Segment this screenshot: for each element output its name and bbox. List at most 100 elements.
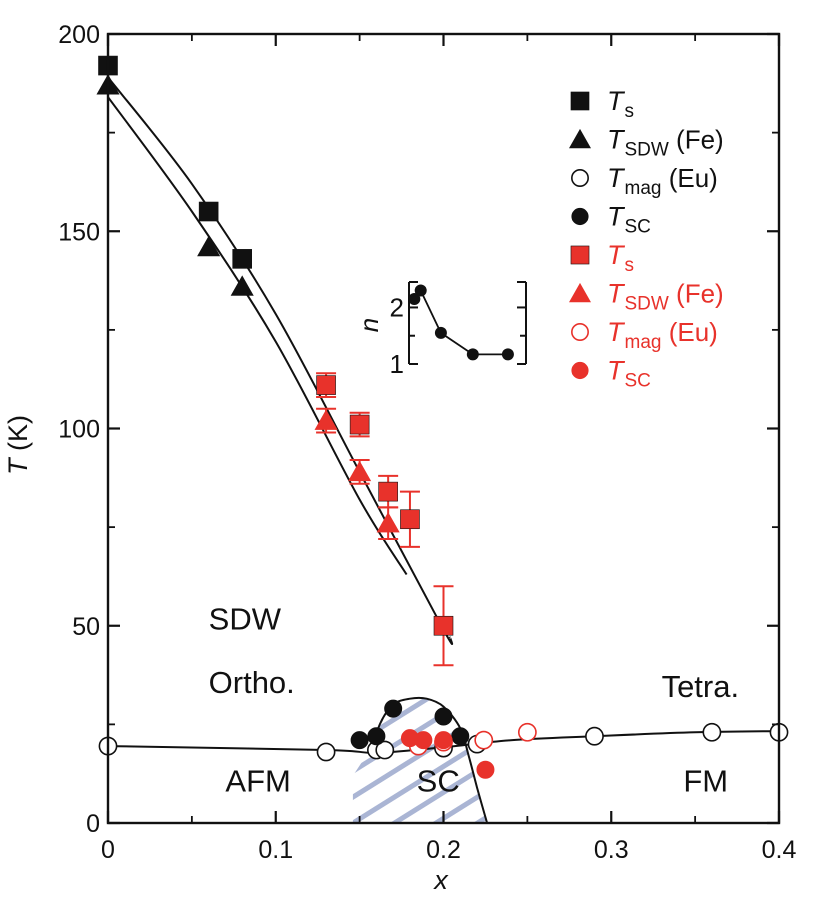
data-point-black-circle-filled-0 (350, 731, 369, 750)
legend-label-sub: SC (625, 371, 651, 392)
legend-entry-red-circle: Tmag (Eu) (571, 317, 718, 353)
data-point-red-triangle-filled-2 (376, 512, 400, 533)
legend-label-suffix: (Fe) (669, 279, 724, 309)
data-point-black-triangle-filled-2 (230, 275, 254, 296)
legend-label-sub: SC (625, 217, 651, 238)
data-point-red-circle-filled-1 (414, 731, 433, 750)
legend-label: TSDW (Fe) (607, 125, 724, 161)
legend-label: TSC (607, 202, 651, 238)
x-tick-label: 0.1 (258, 836, 293, 864)
data-point-red-circle-open-2 (474, 730, 494, 750)
region-label-sdw: SDW (209, 602, 282, 637)
region-label-fm: FM (683, 763, 728, 798)
legend-entry-black-circle: TSC (571, 202, 651, 238)
data-point-red-triangle-filled-1 (348, 460, 372, 482)
legend-label-sub: mag (625, 332, 662, 353)
data-point-black-circle-filled-2 (384, 699, 403, 718)
region-labels-layer: SDW Ortho. Tetra. AFM SC FM (209, 602, 739, 799)
data-point-black-circle-open-3 (375, 740, 395, 760)
legend-label-symbol: T (607, 202, 626, 232)
legend-marker (571, 361, 589, 380)
legend-label: Ts (607, 86, 634, 122)
x-tick-label: 0.3 (594, 836, 629, 864)
data-point-red-square-filled-1 (349, 414, 370, 435)
legend-entry-black-circle: Tmag (Eu) (571, 163, 718, 199)
legend-label-suffix: (Eu) (661, 163, 717, 193)
legend-entry-red-square: Ts (570, 240, 634, 276)
data-point-red-triangle-filled-0 (314, 409, 338, 430)
data-point-black-circle-open-6 (585, 726, 604, 746)
sc-hatched-region (352, 698, 488, 823)
inset-line (413, 288, 508, 356)
TSDW-line (108, 96, 408, 576)
legend-label-symbol: T (607, 356, 626, 386)
y-axis-title: T (K) (3, 415, 33, 475)
y-tick-label: 100 (58, 416, 100, 444)
y-axis-title-symbol: T (3, 456, 33, 475)
data-point-red-square-filled-0 (316, 375, 336, 395)
inset-data-point-2 (434, 326, 447, 339)
data-point-black-circle-filled-4 (451, 727, 470, 746)
legend-label-symbol: T (607, 163, 626, 193)
data-point-black-square-filled-1 (198, 201, 219, 222)
inset-data-point-1 (414, 284, 427, 297)
inset-y-tick-label: 1 (390, 349, 404, 379)
legend-marker (571, 323, 589, 341)
x-axis-title: x (432, 865, 449, 895)
region-label-tetra: Tetra. (662, 669, 740, 704)
data-point-red-circle-filled-3 (476, 760, 495, 779)
legend-entry-red-circle: TSC (571, 356, 651, 392)
x-tick-label: 0.4 (762, 836, 797, 864)
legend-label: Ts (607, 240, 634, 276)
region-label-sc: SC (417, 763, 460, 798)
legend-marker (570, 245, 590, 265)
y-tick-label: 50 (72, 613, 100, 641)
data-point-red-circle-open-3 (517, 722, 537, 742)
legend-label-symbol: T (607, 317, 626, 347)
legend-label: TSC (607, 356, 651, 392)
legend-label: Tmag (Eu) (607, 317, 718, 353)
data-point-black-circle-filled-3 (434, 707, 453, 726)
legend-marker (569, 128, 591, 149)
legend-entry-black-square: Ts (570, 86, 634, 122)
region-label-ortho: Ortho. (209, 665, 295, 700)
legend-marker (570, 91, 590, 111)
legend-label-suffix: (Fe) (669, 125, 724, 155)
inset-n-plot: 1 2n (354, 281, 527, 379)
y-tick-label: 150 (58, 218, 100, 246)
data-point-black-triangle-filled-1 (197, 235, 221, 257)
legend-label-symbol: T (607, 86, 626, 116)
sc-hatched-region-layer (352, 698, 488, 823)
axis-ticks-layer: 0 0.1 0.2 0.3 0.4 0 50 100 150 200 (58, 21, 796, 864)
legend-marker (569, 282, 591, 303)
y-tick-label: 200 (58, 21, 100, 49)
legend-label-symbol: T (607, 279, 626, 309)
legend-label-sub: s (625, 101, 635, 122)
legend-marker (571, 169, 589, 187)
data-point-black-circle-open-7 (702, 722, 722, 742)
x-tick-label: 0.2 (426, 836, 461, 864)
data-points-layer (96, 55, 789, 779)
inset-data-point-3 (466, 348, 479, 361)
region-label-afm: AFM (225, 763, 290, 798)
legend-label-symbol: T (607, 125, 626, 155)
legend-label-sub: SDW (625, 140, 669, 161)
y-tick-label: 0 (86, 810, 100, 838)
data-point-black-square-filled-2 (232, 249, 252, 269)
legend-label-sub: SDW (625, 294, 669, 315)
data-point-red-square-filled-2 (378, 481, 398, 502)
legend-marker (571, 207, 589, 226)
inset-y-tick-label: 2 (390, 292, 404, 322)
legend-label: TSDW (Fe) (607, 279, 724, 315)
inset-y-axis-title: n (354, 318, 384, 332)
data-point-black-circle-filled-1 (367, 727, 386, 746)
legend-entry-red-triangle: TSDW (Fe) (569, 279, 724, 315)
data-point-black-circle-open-1 (316, 742, 336, 762)
inset-data-point-0 (408, 292, 421, 305)
legend-label: Tmag (Eu) (607, 163, 718, 199)
y-axis-title-unit: (K) (3, 415, 33, 459)
data-point-red-circle-filled-2 (434, 731, 453, 750)
legend-label-suffix: (Eu) (661, 317, 717, 347)
